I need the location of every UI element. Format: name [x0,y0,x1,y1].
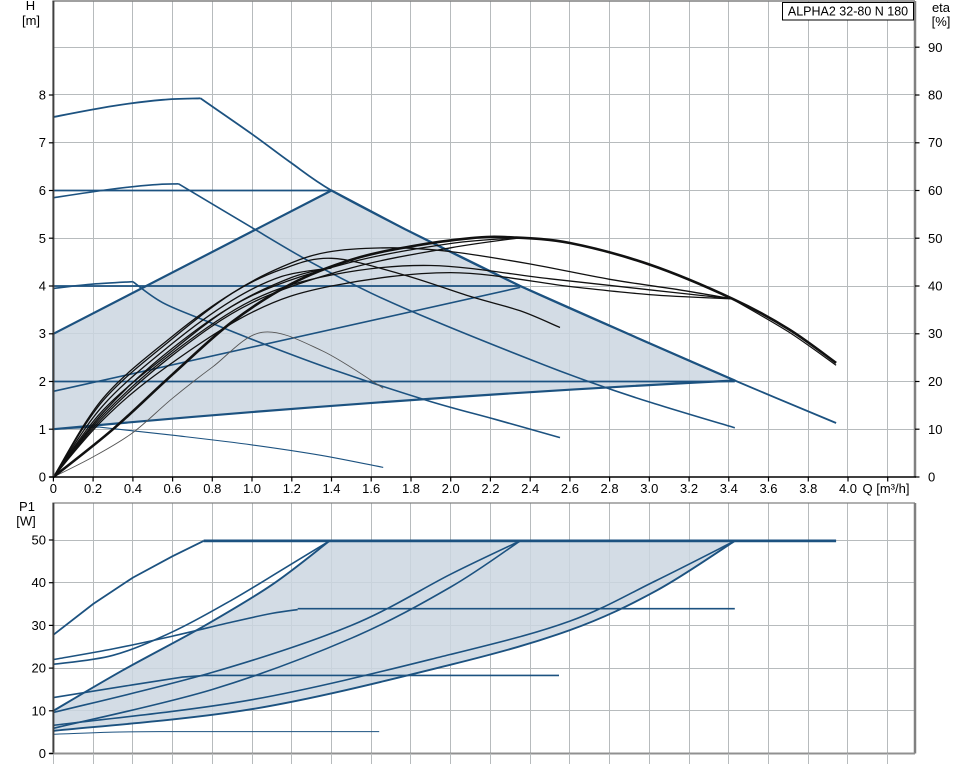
svg-text:90: 90 [928,40,942,55]
svg-text:8: 8 [39,88,46,103]
svg-text:80: 80 [928,88,942,103]
svg-text:3.4: 3.4 [720,481,738,496]
svg-text:1.6: 1.6 [362,481,380,496]
svg-text:[W]: [W] [16,514,36,529]
svg-text:50: 50 [32,533,46,548]
svg-text:0: 0 [928,470,935,485]
svg-text:50: 50 [928,231,942,246]
svg-text:10: 10 [928,422,942,437]
svg-text:3.2: 3.2 [680,481,698,496]
svg-text:3.8: 3.8 [799,481,817,496]
svg-text:Q [m³/h]: Q [m³/h] [863,481,910,496]
svg-text:2.4: 2.4 [521,481,539,496]
svg-text:1: 1 [39,422,46,437]
svg-text:30: 30 [928,326,942,341]
svg-text:P1: P1 [19,499,35,514]
svg-text:40: 40 [928,279,942,294]
svg-text:[%]: [%] [932,14,951,29]
svg-text:1.0: 1.0 [243,481,261,496]
svg-text:20: 20 [928,374,942,389]
svg-text:2.6: 2.6 [561,481,579,496]
svg-text:6: 6 [39,183,46,198]
svg-text:eta: eta [932,0,951,15]
svg-text:1.4: 1.4 [322,481,340,496]
svg-text:40: 40 [32,575,46,590]
svg-text:3.6: 3.6 [759,481,777,496]
svg-text:[m]: [m] [22,13,40,28]
svg-text:3: 3 [39,326,46,341]
svg-text:2.0: 2.0 [442,481,460,496]
svg-text:1.8: 1.8 [402,481,420,496]
svg-text:0.8: 0.8 [203,481,221,496]
svg-text:4: 4 [39,279,46,294]
svg-text:ALPHA2 32-80 N 180: ALPHA2 32-80 N 180 [788,5,908,19]
svg-text:4.0: 4.0 [839,481,857,496]
svg-text:10: 10 [32,703,46,718]
svg-text:30: 30 [32,618,46,633]
svg-text:2: 2 [39,374,46,389]
svg-text:1.2: 1.2 [283,481,301,496]
svg-text:0: 0 [39,470,46,485]
svg-text:0.6: 0.6 [164,481,182,496]
svg-text:0: 0 [50,481,57,496]
svg-text:0: 0 [39,746,46,761]
svg-text:20: 20 [32,661,46,676]
svg-text:60: 60 [928,183,942,198]
svg-text:5: 5 [39,231,46,246]
svg-text:3.0: 3.0 [640,481,658,496]
svg-text:70: 70 [928,135,942,150]
svg-text:0.2: 0.2 [84,481,102,496]
svg-text:2.2: 2.2 [481,481,499,496]
svg-text:2.8: 2.8 [601,481,619,496]
svg-text:7: 7 [39,135,46,150]
svg-text:H: H [26,0,35,13]
svg-text:0.4: 0.4 [124,481,142,496]
